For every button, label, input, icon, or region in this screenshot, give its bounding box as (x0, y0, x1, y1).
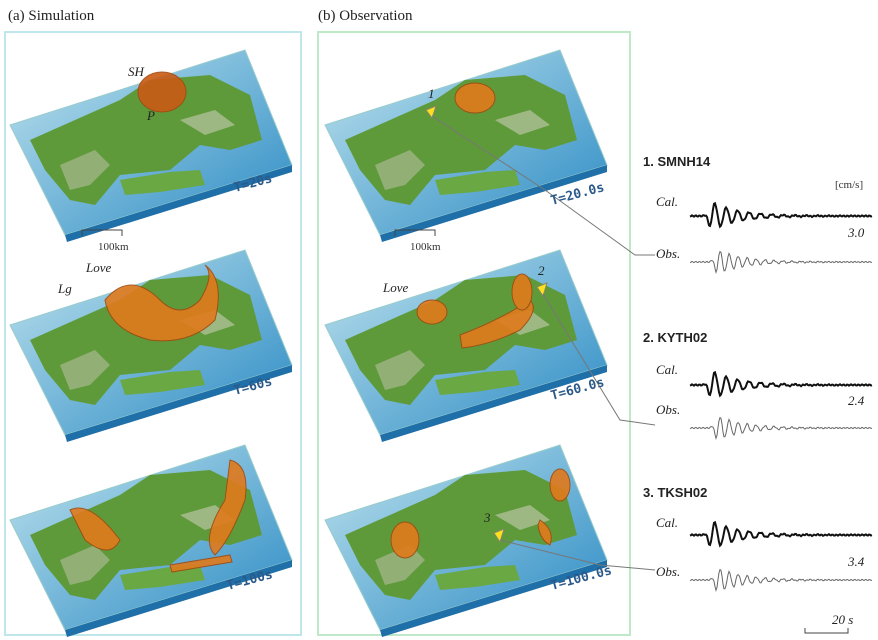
station-number: 3 (483, 510, 491, 525)
map (325, 50, 607, 242)
phase-label: Love (382, 280, 409, 295)
station-name: 3. TKSH02 (643, 485, 707, 500)
panel-title: (b) Observation (318, 8, 413, 24)
waveform (690, 203, 872, 226)
unit-label: [cm/s] (835, 179, 863, 191)
time-scale-label: 20 s (832, 612, 853, 627)
trace-label: Obs. (656, 246, 680, 261)
phase-label: P (146, 108, 155, 123)
panel-title: (a) Simulation (8, 8, 95, 24)
amplitude-label: 2.4 (848, 393, 865, 408)
waveform (690, 570, 872, 591)
scale-label: 100km (410, 241, 441, 253)
map (10, 445, 292, 637)
waveform (690, 372, 872, 395)
map (10, 250, 292, 442)
waveform (690, 522, 872, 545)
trace-label: Cal. (656, 194, 678, 209)
trace-label: Cal. (656, 515, 678, 530)
amplitude-label: 3.0 (847, 225, 865, 240)
figure: (a) Simulation (b) Observation SH P T=20… (0, 0, 878, 640)
trace-label: Obs. (656, 402, 680, 417)
trace-label: Obs. (656, 564, 680, 579)
phase-label: SH (128, 64, 145, 79)
phase-label: Love (85, 260, 112, 275)
amplitude-label: 3.4 (847, 554, 865, 569)
station-number: 2 (538, 263, 545, 278)
station-name: 2. KYTH02 (643, 330, 707, 345)
waveforms (690, 203, 872, 590)
station-number: 1 (428, 86, 435, 101)
scale-label: 100km (98, 241, 129, 253)
trace-label: Cal. (656, 362, 678, 377)
station-name: 1. SMNH14 (643, 154, 711, 169)
phase-label: Lg (57, 281, 72, 296)
waveform (690, 418, 872, 439)
waveform (690, 252, 872, 273)
